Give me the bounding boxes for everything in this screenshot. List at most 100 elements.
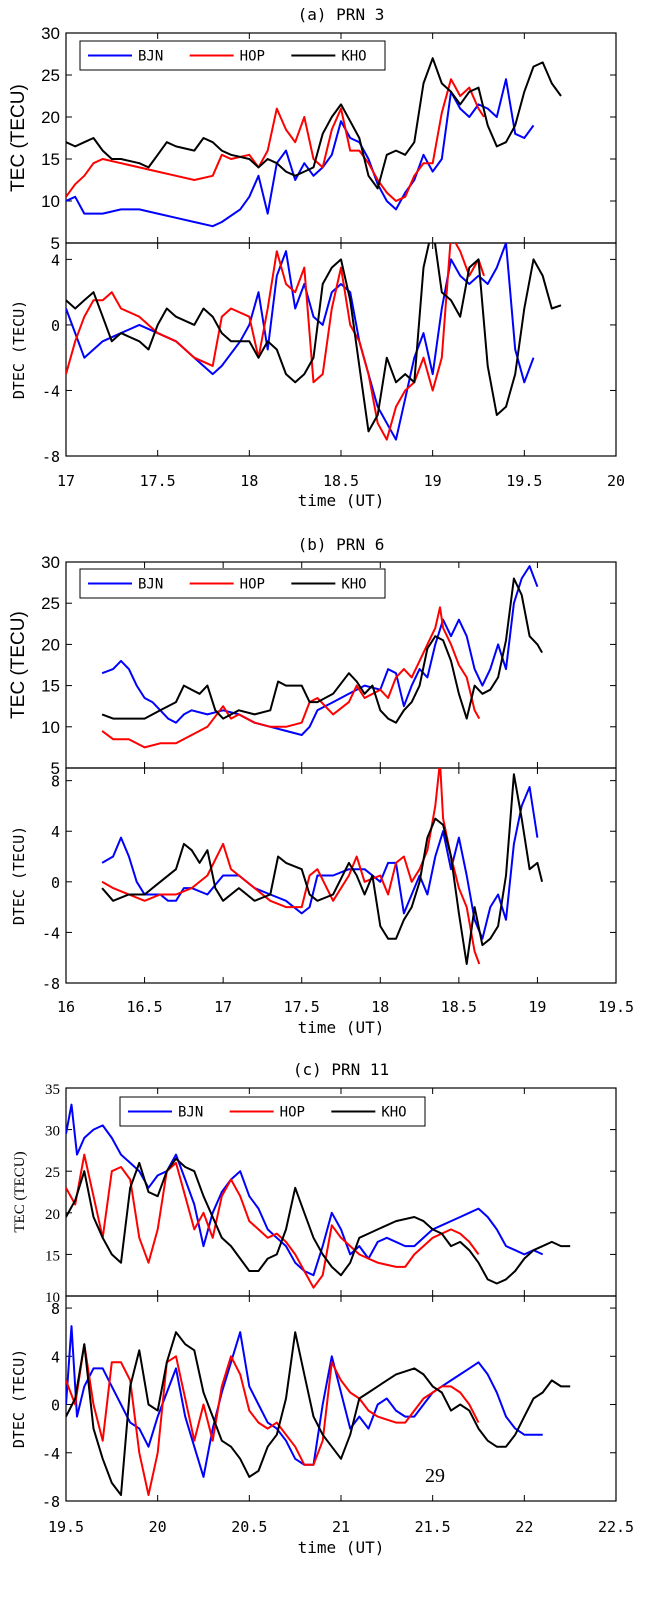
series-line-hop [66, 1343, 480, 1496]
series-line-kho [101, 577, 543, 724]
x-tick-label: 17.5 [140, 472, 176, 490]
y-axis-label: DTEC (TECU) [10, 300, 28, 399]
x-axis-label: time (UT) [298, 491, 385, 510]
legend-label-kho: KHO [381, 1105, 406, 1121]
legend: BJN HOP KHO [119, 1096, 426, 1127]
series-line-bjn [66, 78, 535, 228]
series-group [101, 565, 543, 749]
series-line-kho [66, 243, 562, 433]
y-tick-label: -8 [42, 1493, 60, 1511]
y-tick-label: 0 [51, 317, 60, 335]
chart-title: (a) PRN 3 [298, 5, 385, 24]
x-tick-label: 19 [424, 472, 442, 490]
y-tick-label: 25 [45, 1165, 60, 1181]
y-axis-label: TEC (TECU) [8, 611, 29, 719]
y-tick-label: 35 [45, 1082, 60, 1098]
series-line-hop [66, 243, 485, 441]
legend-label-bjn: BJN [178, 1105, 203, 1121]
x-tick-label: 22 [515, 1518, 533, 1536]
chart-1: (a) PRN 3 5 10 15 20 25 30 TEC (TECU) BJN HOP KHO -… [8, 5, 625, 510]
series-line-bjn [66, 1103, 544, 1277]
series-group [66, 1325, 571, 1496]
y-tick-label: 5 [51, 234, 60, 253]
x-tick-label: 17.5 [284, 998, 320, 1016]
x-tick-label: 16 [57, 998, 75, 1016]
y-tick-label: -8 [42, 975, 60, 993]
series-line-hop [101, 606, 481, 749]
legend: BJN HOP KHO [79, 568, 386, 599]
y-tick-label: 8 [51, 773, 60, 791]
x-tick-label: 20 [149, 1518, 167, 1536]
chart-2: (b) PRN 6 5 10 15 20 25 30 TEC (TECU) BJN HOP KHO -… [8, 535, 634, 1037]
x-axis-label: time (UT) [298, 1538, 385, 1557]
y-tick-label: 15 [45, 1248, 60, 1264]
y-tick-label: 10 [41, 192, 60, 211]
y-tick-label: -8 [42, 448, 60, 466]
legend-label-kho: KHO [341, 49, 366, 65]
y-tick-label: 8 [51, 1300, 60, 1318]
y-tick-label: 4 [51, 1348, 60, 1366]
y-axis-label: DTEC (TECU) [10, 826, 28, 925]
x-tick-label: 21.5 [415, 1518, 451, 1536]
series-group [66, 243, 562, 441]
x-tick-label: 20 [607, 472, 625, 490]
y-tick-label: 4 [51, 251, 60, 269]
x-tick-label: 19 [528, 998, 546, 1016]
x-tick-label: 22.5 [598, 1518, 634, 1536]
legend-label-hop: HOP [240, 49, 265, 65]
panel-tec: 10 15 20 25 30 35 TEC (TECU) BJN HOP KHO [12, 1082, 617, 1306]
y-axis-label: TEC (TECU) [8, 84, 29, 192]
x-tick-label: 19.5 [506, 472, 542, 490]
series-line-kho [66, 1331, 571, 1496]
axes-frame [65, 767, 617, 984]
series-line-bjn [101, 786, 539, 940]
panel-tec: 5 10 15 20 25 30 TEC (TECU) BJN HOP KHO [8, 24, 617, 253]
series-line-kho [101, 773, 544, 965]
chart-3: (c) PRN 11 10 15 20 25 30 35 TEC (TECU) BJN HOP KH… [10, 1060, 634, 1557]
y-tick-label: 25 [41, 66, 60, 85]
legend: BJN HOP KHO [79, 40, 386, 71]
series-line-kho [66, 57, 562, 190]
x-axis-label: time (UT) [298, 1018, 385, 1037]
y-tick-label: 30 [45, 1124, 60, 1140]
y-tick-label: 10 [41, 718, 60, 737]
series-line-bjn [66, 1325, 543, 1478]
y-tick-label: 30 [41, 553, 60, 572]
y-axis-label: TEC (TECU) [12, 1151, 28, 1232]
x-tick-label: 19.5 [48, 1518, 84, 1536]
y-tick-label: 20 [41, 635, 60, 654]
series-group [101, 768, 544, 965]
x-tick-label: 16.5 [127, 998, 163, 1016]
panel-dtec: -8 -4 0 4 8 DTEC (TECU) [10, 1295, 617, 1511]
panel-tec: 5 10 15 20 25 30 TEC (TECU) BJN HOP KHO [8, 553, 617, 778]
series-line-kho [66, 1157, 571, 1285]
y-tick-label: -4 [42, 1445, 60, 1463]
chart-title: (c) PRN 11 [293, 1060, 389, 1079]
y-tick-label: 4 [51, 823, 60, 841]
series-line-hop [101, 768, 481, 965]
legend-label-bjn: BJN [138, 49, 163, 65]
page-number: 29 [425, 1465, 445, 1487]
x-tick-label: 18 [240, 472, 258, 490]
x-tick-label: 20.5 [231, 1518, 267, 1536]
y-tick-label: 5 [51, 759, 60, 778]
legend-label-kho: KHO [341, 577, 366, 593]
legend-label-bjn: BJN [138, 577, 163, 593]
y-tick-label: 30 [41, 24, 60, 43]
y-tick-label: 20 [41, 108, 60, 127]
y-axis-label: DTEC (TECU) [10, 1349, 28, 1448]
x-tick-label: 18 [371, 998, 389, 1016]
x-tick-label: 19.5 [598, 998, 634, 1016]
chart-title: (b) PRN 6 [298, 535, 385, 554]
x-tick-label: 17 [57, 472, 75, 490]
x-tick-label: 18.5 [323, 472, 359, 490]
x-tick-label: 17 [214, 998, 232, 1016]
series-line-hop [66, 1153, 480, 1289]
y-tick-label: -4 [42, 924, 60, 942]
y-tick-label: -4 [42, 382, 60, 400]
series-group [66, 57, 562, 228]
panel-dtec: -8 -4 0 4 8 DTEC (TECU) [10, 767, 617, 993]
y-tick-label: 10 [45, 1290, 60, 1306]
series-line-bjn [66, 243, 535, 441]
